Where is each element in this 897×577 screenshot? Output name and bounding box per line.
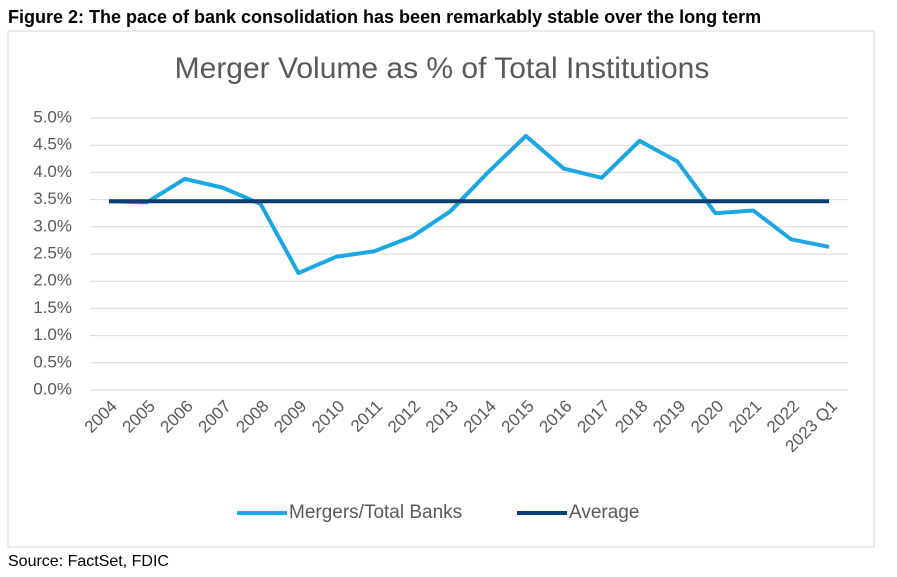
figure-title: Figure 2: The pace of bank consolidation… <box>8 7 761 27</box>
x-tick-label: 2008 <box>232 397 272 437</box>
x-tick-label: 2012 <box>384 397 424 437</box>
x-tick-label: 2009 <box>270 397 310 437</box>
y-tick-label: 2.5% <box>33 243 72 262</box>
x-tick-label: 2011 <box>347 397 386 436</box>
y-tick-label: 5.0% <box>33 107 72 126</box>
y-tick-label: 1.5% <box>33 298 72 317</box>
x-tick-label: 2014 <box>460 397 500 437</box>
source-note: Source: FactSet, FDIC <box>8 553 169 570</box>
y-tick-label: 1.0% <box>33 325 72 344</box>
x-tick-label: 2018 <box>611 397 651 437</box>
x-tick-label: 2004 <box>81 397 121 437</box>
y-tick-label: 0.0% <box>33 379 72 398</box>
y-tick-label: 4.5% <box>33 135 72 154</box>
y-tick-label: 3.5% <box>33 189 72 208</box>
x-tick-label: 2006 <box>157 397 197 437</box>
y-tick-label: 3.0% <box>33 216 72 235</box>
legend-label: Average <box>569 502 639 523</box>
x-tick-label: 2015 <box>498 397 538 437</box>
data-line <box>108 133 830 276</box>
x-tick-label: 2010 <box>308 397 348 437</box>
chart-title: Merger Volume as % of Total Institutions <box>175 52 710 85</box>
y-tick-label: 4.0% <box>33 162 72 181</box>
x-tick-label: 2013 <box>422 397 462 437</box>
y-tick-label: 0.5% <box>33 352 72 371</box>
x-tick-label: 2021 <box>725 397 765 437</box>
legend-label: Mergers/Total Banks <box>289 502 462 523</box>
x-tick-label: 2005 <box>119 397 159 437</box>
x-tick-label: 2020 <box>687 397 727 437</box>
x-tick-label: 2017 <box>573 397 613 437</box>
chart-frame <box>7 30 875 548</box>
y-tick-label: 2.0% <box>33 271 72 290</box>
x-tick-label: 2016 <box>536 397 576 437</box>
x-tick-label: 2007 <box>194 397 234 437</box>
x-tick-label: 2019 <box>649 397 689 437</box>
